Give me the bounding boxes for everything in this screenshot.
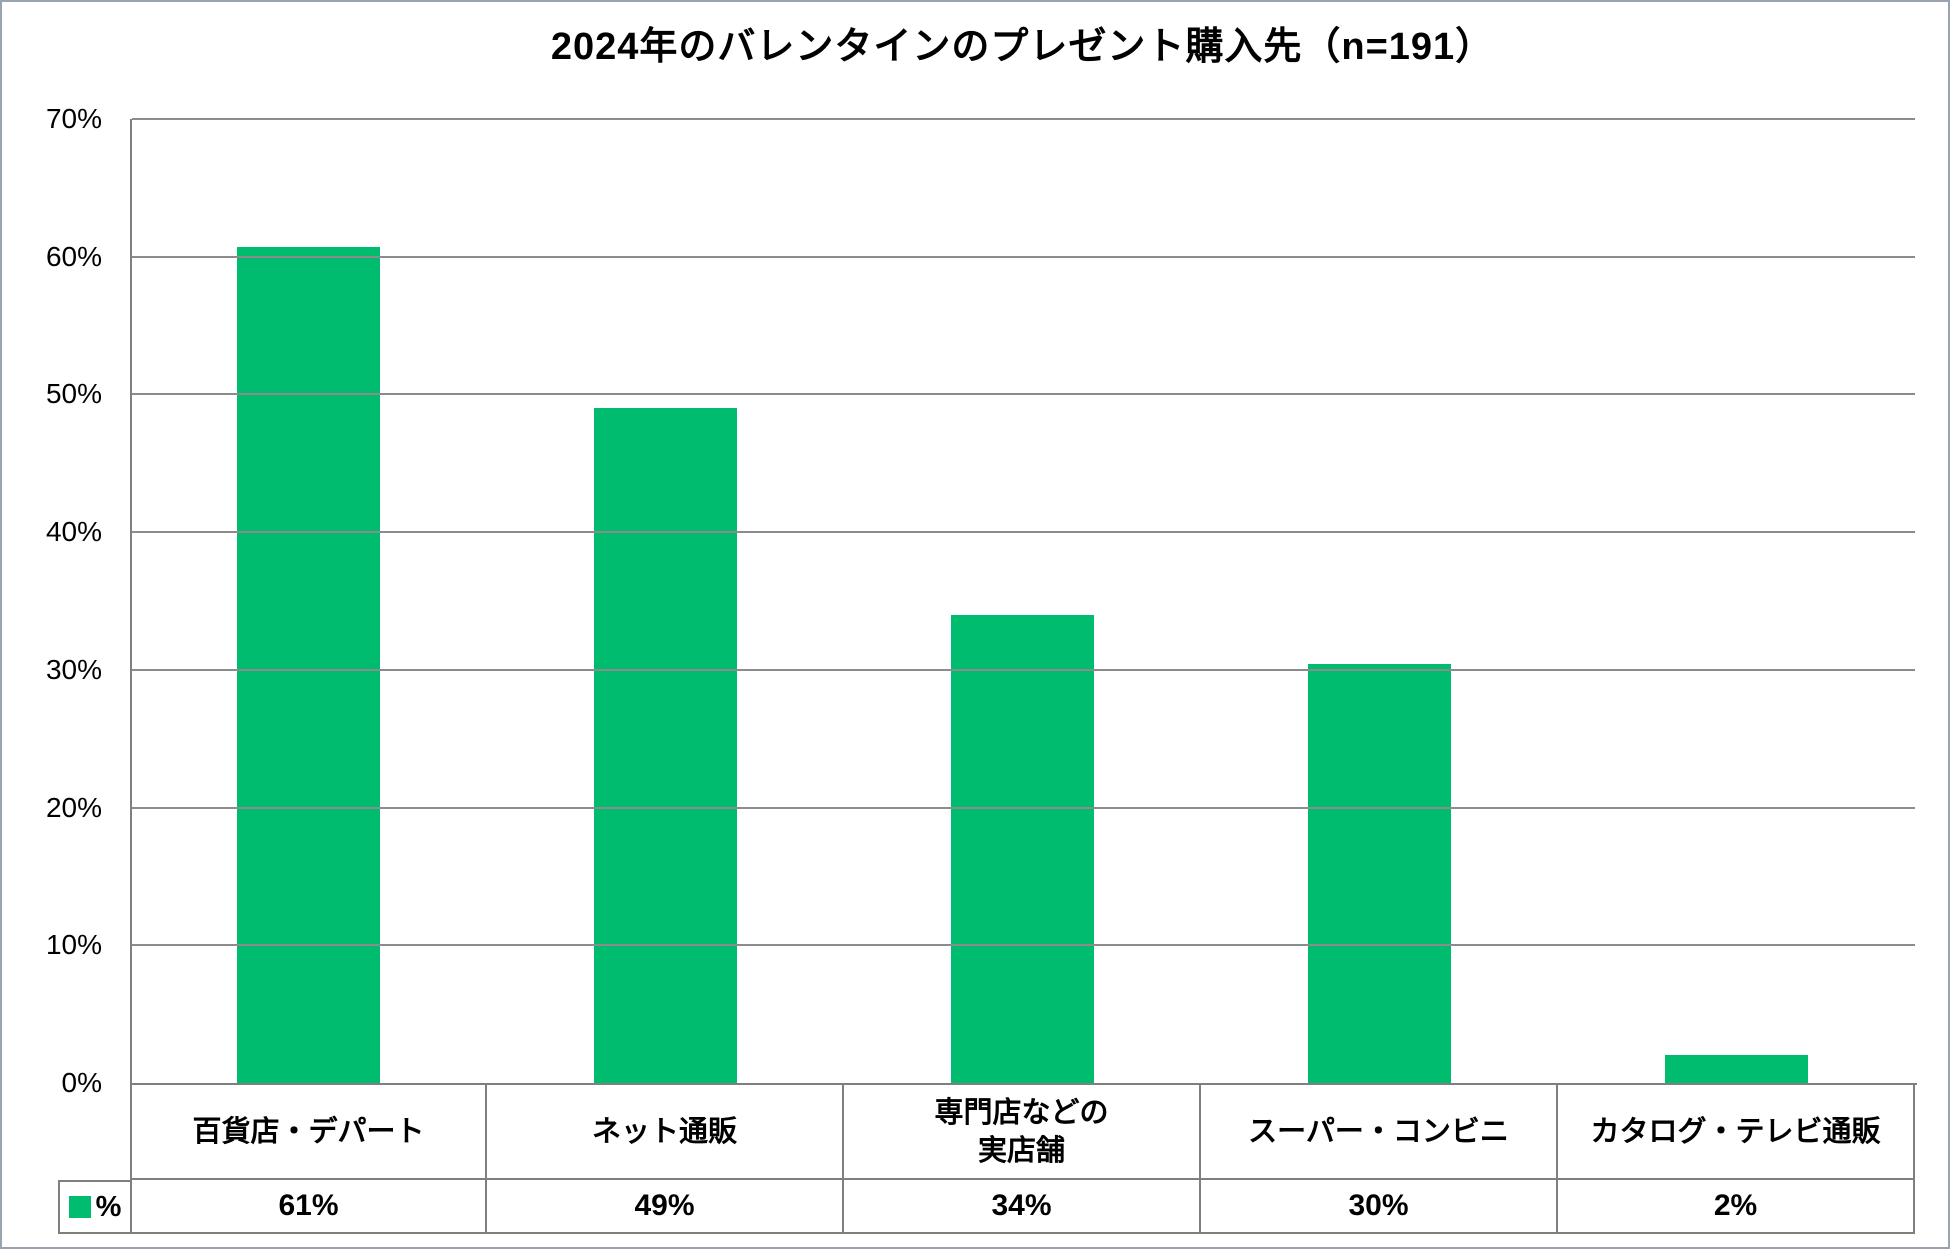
y-axis-tick-label: 0%: [61, 1067, 102, 1098]
gridline: [132, 393, 1915, 396]
bar: [1308, 664, 1451, 1083]
gridline: [132, 118, 1915, 120]
y-axis-tick-label: 50%: [45, 378, 102, 410]
value-cell: 49%: [487, 1180, 844, 1234]
y-axis-tick-label: 10%: [45, 929, 102, 961]
category-cell: 専門店などの 実店舗: [844, 1085, 1201, 1180]
y-axis-tick-label: 30%: [45, 653, 102, 685]
plot-area: [130, 119, 1917, 1085]
gridline: [132, 668, 1915, 671]
bar: [237, 247, 380, 1083]
category-cell: カタログ・テレビ通販: [1558, 1085, 1915, 1180]
y-axis-tick-label: 40%: [45, 516, 102, 548]
value-cell: 30%: [1201, 1180, 1558, 1234]
y-axis-tick-label: 20%: [45, 791, 102, 823]
gridline: [132, 255, 1915, 258]
chart-title: 2024年のバレンタインのプレゼント購入先（n=191）: [550, 26, 1495, 68]
y-axis-tick-label: 60%: [45, 240, 102, 272]
gridline: [132, 806, 1915, 809]
legend-series-label: %: [95, 1190, 122, 1223]
category-cell: スーパー・コンビニ: [1201, 1085, 1558, 1180]
bar: [1665, 1055, 1808, 1083]
y-axis-tick-label: 70%: [45, 103, 102, 134]
bar: [594, 408, 737, 1083]
value-cell: 2%: [1558, 1180, 1915, 1234]
legend-swatch-icon: [68, 1196, 91, 1218]
value-cell: 34%: [844, 1180, 1201, 1234]
category-cell: 百貨店・デパート: [130, 1085, 487, 1180]
legend-cell: %: [58, 1180, 132, 1234]
category-cell: ネット通販: [487, 1085, 844, 1180]
value-cell: 61%: [130, 1180, 487, 1234]
bar: [951, 614, 1094, 1083]
gridline: [132, 944, 1915, 947]
gridline: [132, 531, 1915, 534]
